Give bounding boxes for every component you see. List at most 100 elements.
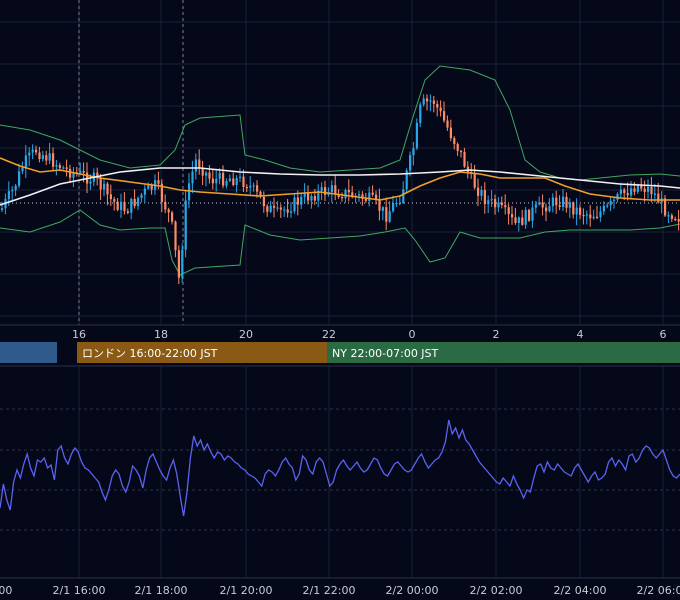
candle-body-26 bbox=[89, 181, 92, 184]
candle-body-199 bbox=[677, 219, 680, 222]
candle-body-158 bbox=[538, 202, 541, 205]
candle-body-13 bbox=[45, 155, 48, 161]
candle-body-174 bbox=[592, 216, 595, 219]
candle-body-16 bbox=[55, 165, 58, 167]
candle-body-108 bbox=[368, 192, 371, 201]
candle-body-136 bbox=[463, 151, 466, 167]
session-block-1 bbox=[77, 342, 327, 363]
candle-body-46 bbox=[157, 180, 160, 184]
candle-body-149 bbox=[507, 207, 510, 215]
session-bar: ロンドン 16:00-22:00 JST NY 22:00-07:00 JST bbox=[0, 340, 680, 367]
candle-body-177 bbox=[602, 205, 605, 212]
candle-body-87 bbox=[296, 197, 299, 205]
price-x-tick-3: 22 bbox=[322, 328, 336, 341]
candle-body-140 bbox=[477, 187, 480, 196]
osc-x-tick-5: 2/2 00:00 bbox=[386, 584, 439, 597]
candle-body-169 bbox=[575, 207, 578, 215]
candle-body-69 bbox=[235, 177, 238, 186]
candle-body-193 bbox=[657, 193, 660, 203]
price-x-tick-1: 18 bbox=[154, 328, 168, 341]
candle-body-135 bbox=[460, 150, 463, 153]
candle-body-34 bbox=[116, 201, 119, 210]
candle-body-0 bbox=[1, 208, 4, 210]
candle-body-56 bbox=[191, 171, 194, 184]
candle-body-192 bbox=[653, 193, 656, 195]
candle-body-5 bbox=[18, 171, 21, 186]
candle-body-53 bbox=[181, 249, 184, 278]
candle-body-101 bbox=[344, 190, 347, 199]
candle-body-19 bbox=[65, 167, 68, 169]
candle-body-17 bbox=[58, 165, 61, 169]
candle-body-81 bbox=[276, 207, 279, 209]
candle-body-10 bbox=[35, 149, 38, 153]
candle-body-141 bbox=[480, 190, 483, 196]
candle-body-64 bbox=[218, 172, 221, 179]
session-label-1: ロンドン 16:00-22:00 JST bbox=[82, 347, 218, 360]
candle-body-38 bbox=[130, 198, 133, 213]
candle-body-129 bbox=[439, 107, 442, 112]
candle-body-179 bbox=[609, 200, 612, 206]
candle-body-74 bbox=[252, 185, 255, 187]
osc-line bbox=[0, 419, 680, 517]
candle-body-65 bbox=[222, 172, 225, 186]
candle-body-21 bbox=[72, 172, 75, 178]
candle-body-95 bbox=[324, 187, 327, 195]
candle-body-89 bbox=[303, 193, 306, 197]
candle-body-178 bbox=[606, 205, 609, 207]
candle-body-31 bbox=[106, 183, 109, 195]
candle-body-62 bbox=[211, 178, 214, 184]
candle-body-175 bbox=[596, 216, 599, 218]
candle-body-126 bbox=[429, 100, 432, 102]
candlesticks bbox=[1, 94, 680, 285]
price-x-tick-4: 0 bbox=[409, 328, 416, 341]
candle-body-9 bbox=[31, 149, 34, 153]
candle-body-109 bbox=[371, 192, 374, 195]
candle-body-35 bbox=[120, 201, 123, 210]
candle-body-113 bbox=[385, 207, 388, 222]
osc-x-tick-8: 2/2 06:00 bbox=[637, 584, 680, 597]
candle-body-107 bbox=[364, 198, 367, 201]
candle-body-152 bbox=[517, 217, 520, 223]
candle-body-172 bbox=[585, 214, 588, 216]
candle-body-72 bbox=[245, 187, 248, 189]
candle-body-157 bbox=[534, 204, 537, 208]
candle-body-80 bbox=[273, 205, 276, 208]
candle-body-73 bbox=[249, 185, 252, 188]
session-block-2 bbox=[327, 342, 680, 363]
price-x-tick-5: 2 bbox=[493, 328, 500, 341]
candle-body-119 bbox=[405, 170, 408, 190]
candle-body-196 bbox=[667, 215, 670, 217]
candle-body-28 bbox=[96, 172, 99, 178]
candle-body-37 bbox=[126, 211, 129, 213]
price-x-tick-7: 6 bbox=[660, 328, 667, 341]
candle-body-44 bbox=[150, 185, 153, 190]
candle-body-60 bbox=[205, 172, 208, 176]
candle-body-67 bbox=[228, 178, 231, 181]
candle-body-146 bbox=[497, 202, 500, 208]
candle-body-159 bbox=[541, 202, 544, 208]
candle-body-99 bbox=[337, 194, 340, 197]
osc-x-tick-7: 2/2 04:00 bbox=[554, 584, 607, 597]
candle-body-184 bbox=[626, 193, 629, 196]
candle-body-162 bbox=[551, 197, 554, 207]
candle-body-143 bbox=[487, 200, 490, 205]
candle-body-100 bbox=[341, 196, 344, 199]
candle-body-185 bbox=[630, 188, 633, 196]
candle-body-191 bbox=[650, 186, 653, 195]
candle-body-68 bbox=[232, 178, 235, 186]
candle-body-121 bbox=[412, 148, 415, 156]
candle-body-106 bbox=[361, 194, 364, 199]
candle-body-111 bbox=[378, 199, 381, 211]
candle-body-75 bbox=[256, 185, 259, 192]
candle-body-153 bbox=[521, 217, 524, 225]
candle-body-127 bbox=[432, 100, 435, 104]
candle-body-103 bbox=[351, 192, 354, 197]
candle-body-6 bbox=[21, 167, 24, 172]
candle-body-94 bbox=[320, 187, 323, 191]
bollinger-upper bbox=[0, 65, 680, 181]
candle-body-55 bbox=[188, 183, 191, 201]
candle-body-90 bbox=[307, 193, 310, 201]
candle-body-118 bbox=[402, 189, 405, 203]
candle-body-86 bbox=[293, 197, 296, 212]
